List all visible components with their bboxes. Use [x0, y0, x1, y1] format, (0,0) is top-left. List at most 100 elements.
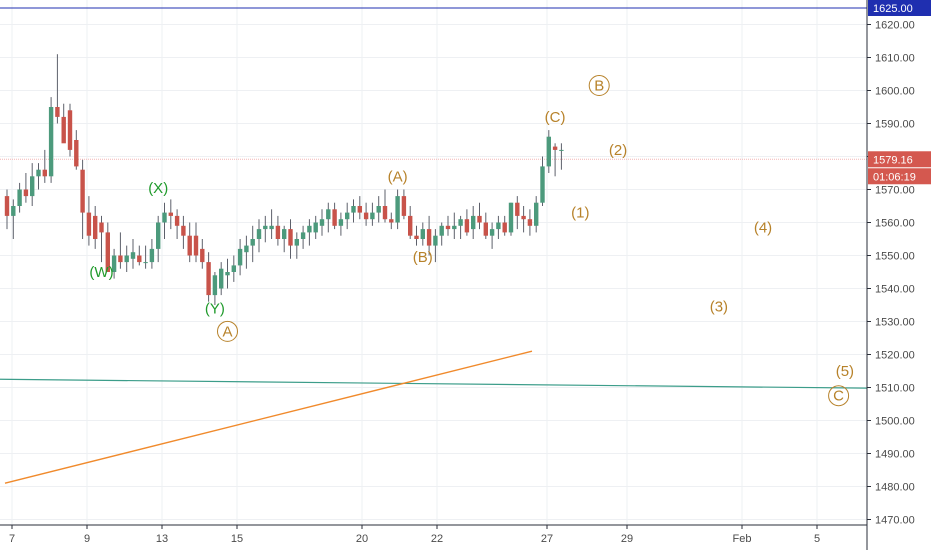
y-tick-label: 1530.00: [875, 317, 915, 329]
y-tick-label: 1590.00: [875, 119, 915, 131]
x-tick-label: 27: [541, 533, 553, 545]
candle-up: [370, 212, 375, 220]
candle-up: [540, 166, 545, 203]
candle-down: [168, 212, 173, 216]
moving-average-line: [4, 350, 533, 484]
y-tick-label: 1520.00: [875, 350, 915, 362]
x-tick-label: 22: [431, 533, 443, 545]
candle-up: [433, 235, 438, 246]
candle-up: [294, 239, 299, 246]
candle-up: [269, 225, 274, 230]
candle-down: [105, 232, 110, 272]
y-tick-label: 1620.00: [875, 20, 915, 32]
wave-label: A: [222, 323, 232, 340]
y-tick-label: 1600.00: [875, 86, 915, 98]
candle-up: [244, 245, 249, 253]
wave-label: (4): [754, 219, 772, 236]
candle-up: [250, 239, 255, 246]
candle-up: [111, 255, 117, 272]
candle-down: [74, 140, 79, 167]
candle-down: [426, 229, 432, 246]
wave-label: (5): [836, 363, 854, 380]
price-axis[interactable]: 1470.00 1480.00 1490.00 1500.00 1510.00 1520.…: [866, 0, 915, 550]
candle-up: [225, 272, 230, 276]
candle-up: [496, 222, 501, 230]
candle-up: [11, 206, 16, 216]
candle-down: [552, 146, 558, 150]
candle-down: [363, 212, 369, 220]
wave-label-circle: [588, 75, 610, 96]
y-tick-label: 1570.00: [875, 185, 915, 197]
candle-down: [483, 222, 488, 236]
x-tick-label: 29: [621, 533, 633, 545]
level-price-tag-bg: [868, 0, 931, 16]
candle-up: [395, 196, 400, 223]
candle-up: [212, 275, 218, 296]
candle-up: [300, 232, 306, 239]
candle-up: [534, 202, 539, 226]
wave-label: (X): [148, 180, 168, 197]
candle-down: [477, 215, 482, 223]
wave-labels-layer: (W) (X) (Y) (A) (B) (C) (2) (1) (4) (3) (5) A B C: [89, 75, 854, 407]
y-tick-label: 1480.00: [875, 482, 915, 494]
current-price-tag-bg: [868, 151, 931, 168]
y-tick-label: 1550.00: [875, 251, 915, 263]
candle-up: [17, 189, 22, 206]
candle-down: [382, 206, 388, 220]
candle-up: [326, 209, 331, 220]
candle-down: [4, 196, 10, 216]
candle-up: [237, 248, 243, 266]
candle-down: [118, 255, 123, 263]
candle-down: [99, 222, 104, 233]
candle-up: [313, 222, 318, 233]
candle-down: [275, 225, 281, 239]
candles-layer: [4, 54, 564, 305]
candle-up: [143, 262, 148, 264]
candle-up: [48, 107, 54, 177]
y-tick-label: 1490.00: [875, 449, 915, 461]
candle-up: [307, 225, 312, 233]
candle-down: [445, 225, 451, 230]
candle-up: [489, 229, 495, 236]
x-tick-label: 7: [9, 533, 15, 545]
level-price-tag: 1625.00: [873, 3, 913, 15]
candle-up: [546, 136, 551, 167]
candle-down: [80, 169, 85, 213]
wave-label: (1): [571, 205, 589, 222]
time-axis[interactable]: 7 9 13 15 20 22 27 29 Feb 5: [0, 524, 867, 545]
candle-up: [263, 225, 268, 230]
candle-up: [30, 176, 35, 197]
y-tick-label: 1500.00: [875, 416, 915, 428]
candle-down: [174, 215, 180, 226]
candle-up: [471, 215, 476, 230]
candle-down: [527, 219, 533, 226]
y-tick-label: 1540.00: [875, 284, 915, 296]
candle-down: [502, 222, 507, 233]
candle-up: [420, 229, 425, 239]
wave-label: C: [833, 388, 844, 405]
countdown-tag-bg: [868, 168, 931, 185]
wave-label: B: [594, 78, 604, 95]
candle-down: [93, 215, 98, 239]
candle-down: [67, 110, 73, 150]
candle-down: [408, 215, 413, 236]
candle-up: [162, 212, 167, 223]
candle-down: [61, 116, 66, 144]
wave-label: (A): [388, 168, 408, 185]
x-tick-label: 13: [156, 533, 168, 545]
price-tags-layer: 1625.00 1579.16 01:06:19: [868, 0, 931, 185]
candle-down: [464, 219, 470, 233]
candle-down: [389, 219, 394, 223]
candle-up: [130, 252, 136, 259]
candle-down: [515, 202, 520, 216]
candle-up: [376, 206, 381, 213]
wave-label: (W): [89, 264, 113, 281]
x-tick-label: 20: [356, 533, 368, 545]
candle-down: [332, 209, 337, 226]
x-tick-label: Feb: [733, 533, 752, 545]
wave-label-circle: [217, 320, 238, 342]
y-tick-label: 1560.00: [875, 218, 915, 230]
candle-down: [23, 189, 29, 197]
candle-up: [282, 229, 287, 239]
